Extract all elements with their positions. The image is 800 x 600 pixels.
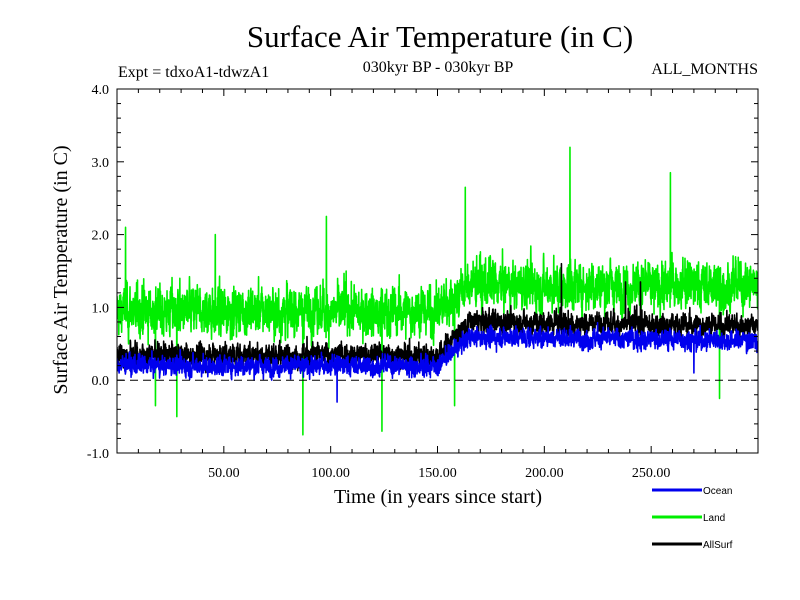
y-tick-label: 2.0 — [92, 229, 110, 244]
months-label: ALL_MONTHS — [651, 61, 758, 78]
x-tick-label: 50.00 — [208, 466, 240, 481]
experiment-label: Expt = tdxoA1-tdwzA1 — [118, 64, 269, 81]
y-tick-label: 1.0 — [92, 301, 110, 316]
y-tick-label: -1.0 — [87, 447, 109, 462]
tick-layer: 50.00 100.00 150.00 200.00 250.00 -1.0 0.0 1.0 2… — [87, 83, 758, 481]
y-tick-label: 4.0 — [92, 83, 110, 98]
legend: Ocean Land AllSurf — [652, 486, 733, 551]
series-layer — [117, 146, 758, 436]
chart-title: Surface Air Temperature (in C) — [247, 19, 633, 54]
y-tick-label: 3.0 — [92, 156, 110, 171]
legend-label-ocean: Ocean — [703, 486, 732, 497]
legend-label-land: Land — [703, 513, 725, 524]
x-tick-label: 200.00 — [525, 466, 564, 481]
series-line-land — [117, 146, 758, 436]
y-axis-label: Surface Air Temperature (in C) — [50, 145, 72, 394]
series-line-ocean — [117, 321, 758, 403]
x-axis-label: Time (in years since start) — [334, 486, 542, 508]
period-label: 030kyr BP - 030kyr BP — [363, 59, 514, 76]
x-tick-label: 100.00 — [311, 466, 350, 481]
y-tick-label: 0.0 — [92, 374, 110, 389]
x-tick-label: 150.00 — [418, 466, 457, 481]
x-tick-label: 250.00 — [632, 466, 671, 481]
legend-label-allsurf: AllSurf — [703, 540, 733, 551]
